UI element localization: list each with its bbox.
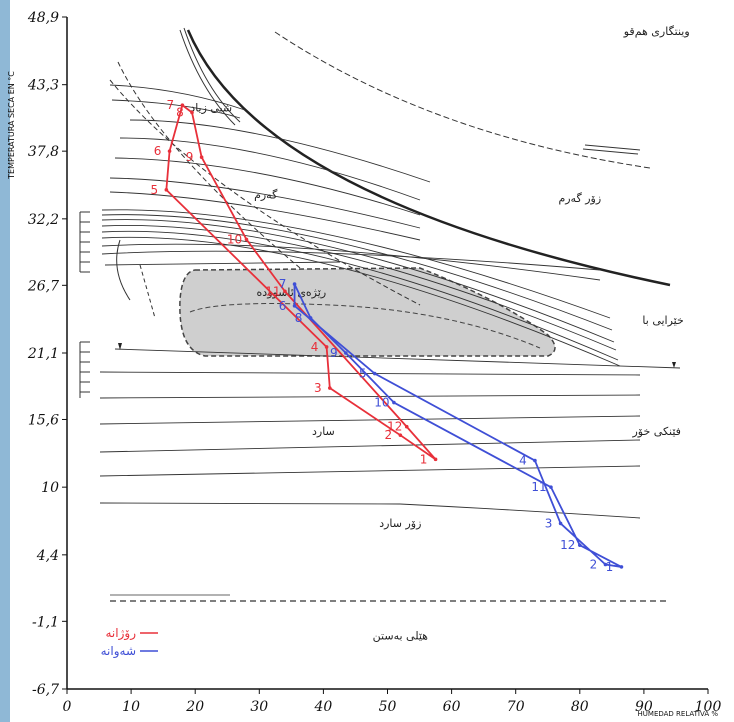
data-label: 11 — [265, 284, 280, 298]
x-tick-label: 30 — [250, 699, 268, 715]
y-tick-label: 48,9 — [27, 10, 59, 26]
data-label: 6 — [279, 299, 287, 313]
upper-dashed-curve — [274, 31, 651, 169]
y-tick-label: 32,2 — [28, 212, 59, 228]
zone-label: فێنکی خۆر — [632, 425, 681, 438]
data-point — [324, 345, 329, 349]
data-label: 5 — [151, 183, 159, 197]
x-tick-label: 100 — [695, 699, 722, 715]
data-point — [292, 282, 297, 286]
data-point — [344, 351, 348, 355]
data-label: 1 — [420, 452, 428, 466]
data-label: 4 — [519, 454, 527, 468]
y-tick-label: 10 — [41, 480, 59, 496]
data-point — [308, 316, 313, 320]
data-label: 3 — [545, 516, 553, 530]
data-point — [167, 149, 172, 153]
x-tick-label: 10 — [122, 699, 140, 715]
data-point — [199, 155, 204, 160]
y-tick-label: 15,6 — [28, 412, 59, 428]
data-label: 6 — [154, 144, 162, 158]
data-point — [619, 565, 624, 569]
data-point — [328, 386, 332, 390]
solar-radiation-lines — [99, 348, 681, 519]
y-tick-label: 37,8 — [28, 144, 59, 160]
x-tick-label: 90 — [635, 699, 653, 715]
legend-label-night: شەوانە — [101, 644, 136, 659]
x-tick-label: 40 — [313, 699, 332, 715]
zone-label: خێرایی با — [642, 314, 683, 327]
data-label: 12 — [560, 538, 575, 552]
data-point — [549, 485, 553, 489]
data-label: 5 — [359, 367, 367, 381]
zone-label: زۆر گەرم — [558, 192, 601, 205]
zone-label: هێلی بەستن — [373, 629, 428, 642]
data-label: 10 — [374, 396, 389, 410]
y-tick-label: 21,1 — [27, 346, 59, 362]
zone-label: زۆر سارد — [379, 517, 421, 530]
data-label: 1 — [606, 560, 614, 574]
zone-label: وینتگاری هم‌قو — [623, 25, 690, 38]
zone-label: سارد — [312, 425, 335, 438]
data-label: 9 — [186, 150, 194, 164]
x-tick-label: 80 — [571, 699, 589, 715]
data-point — [372, 371, 377, 376]
data-point — [404, 424, 409, 429]
data-point — [190, 110, 194, 115]
data-point — [244, 237, 249, 242]
data-point — [603, 562, 608, 567]
data-point — [433, 457, 438, 462]
data-label: 9 — [330, 346, 338, 360]
y-tick-label: 4,4 — [36, 548, 59, 564]
x-tick-label: 60 — [443, 699, 461, 715]
zone-label: شبی زیاد — [190, 101, 232, 114]
data-label: 8 — [295, 311, 303, 325]
data-label: 2 — [590, 558, 598, 572]
data-label: 11 — [531, 480, 546, 494]
x-tick-label: 0 — [63, 699, 72, 715]
x-tick-label: 20 — [185, 699, 204, 715]
legend-label-day: رۆژانە — [106, 626, 137, 641]
wind-speed-lines — [101, 84, 621, 367]
overheated-boundary — [186, 29, 671, 287]
y-axis-label: TEMPERATURA SECA EN °C — [7, 71, 16, 180]
data-label: 10 — [227, 232, 242, 246]
data-point — [292, 304, 297, 308]
data-point — [283, 289, 287, 294]
y-tick-label: 43,3 — [27, 78, 59, 94]
data-point — [578, 543, 582, 547]
x-tick-label: 70 — [507, 699, 525, 715]
legend: رۆژانە شەوانە — [101, 626, 158, 659]
x-tick-label: 50 — [379, 699, 397, 715]
data-label: 4 — [311, 340, 319, 354]
data-label: 8 — [176, 105, 184, 119]
x-axis-label: HUMEDAD RELATIVA % — [638, 710, 719, 718]
data-label: 3 — [314, 381, 322, 395]
data-point — [558, 521, 563, 526]
data-label: 2 — [384, 428, 392, 442]
y-tick-label: -6,7 — [32, 682, 59, 698]
data-point — [392, 400, 396, 405]
comfort-zone — [179, 267, 556, 357]
data-point — [533, 458, 537, 463]
y-tick-label: 26,7 — [27, 278, 59, 294]
left-scales — [79, 211, 90, 398]
zone-label: گەرم — [254, 188, 278, 201]
data-point — [180, 103, 185, 108]
axes: 48,943,337,832,226,721,115,6104,4-1,1-6,… — [27, 10, 722, 715]
y-tick-label: -1,1 — [32, 614, 59, 630]
data-label: 7 — [279, 277, 287, 291]
data-point — [398, 433, 403, 437]
data-label: 7 — [167, 98, 175, 112]
bioclimatic-background — [79, 27, 681, 602]
data-label: 12 — [387, 420, 402, 434]
page-edge-stripe — [0, 0, 10, 722]
data-point — [164, 188, 169, 192]
